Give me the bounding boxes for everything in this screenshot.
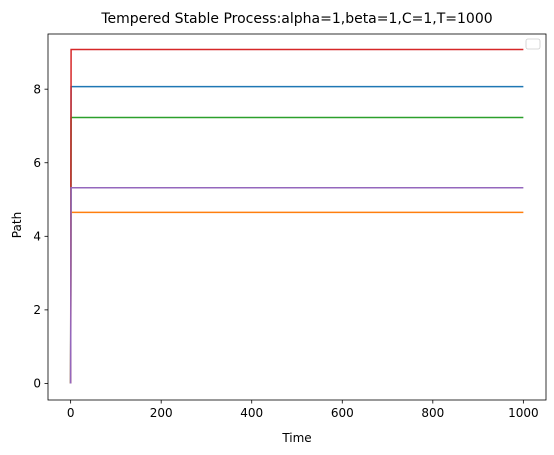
axes-frame [47, 33, 547, 401]
x-tick-label-1000: 1000 [508, 406, 539, 420]
x-tick-label-600: 600 [331, 406, 354, 420]
plot-area: 0 200 400 600 800 1000 0 2 4 6 8 [33, 33, 547, 420]
x-tick-label-400: 400 [240, 406, 263, 420]
x-tick-label-800: 800 [421, 406, 444, 420]
legend-box [525, 38, 541, 50]
x-axis-label: Time [281, 431, 311, 445]
y-tick-label-4: 4 [33, 230, 41, 244]
x-tick-label-0: 0 [67, 406, 75, 420]
series-line-5 [69, 187, 524, 384]
y-tick-label-8: 8 [33, 82, 41, 96]
chart-title: Tempered Stable Process:alpha=1,beta=1,C… [100, 11, 492, 27]
y-tick-label-0: 0 [33, 377, 41, 391]
x-tick-label-200: 200 [150, 406, 173, 420]
y-tick-label-6: 6 [33, 156, 41, 170]
y-axis-label: Path [10, 212, 24, 238]
y-tick-label-2: 2 [33, 303, 41, 317]
